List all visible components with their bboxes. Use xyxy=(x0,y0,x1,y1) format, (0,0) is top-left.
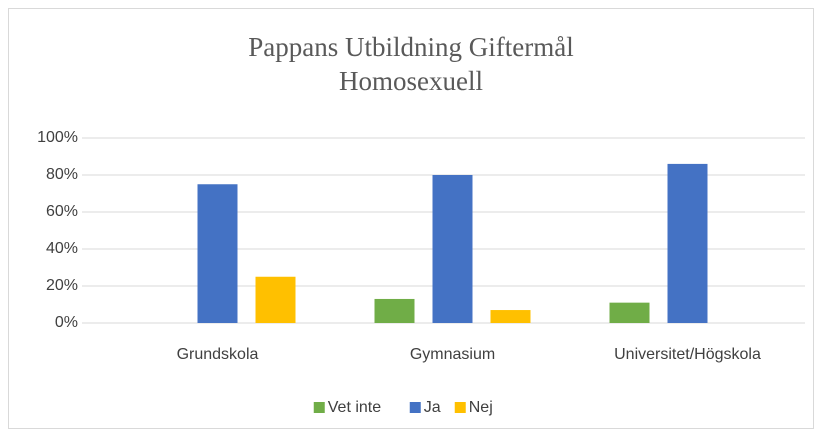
y-tick-label: 80% xyxy=(46,166,78,183)
bar xyxy=(374,298,415,323)
x-tick-label: Universitet/Högskola xyxy=(614,346,761,363)
bar xyxy=(609,302,650,323)
bar xyxy=(667,163,708,323)
bar xyxy=(432,175,473,323)
y-tick-label: 20% xyxy=(46,277,78,294)
legend-swatch xyxy=(454,402,466,413)
y-tick-label: 40% xyxy=(46,240,78,257)
bar xyxy=(255,276,296,323)
legend-label: Nej xyxy=(469,399,493,416)
bar xyxy=(490,310,531,323)
chart-title: Pappans Utbildning Giftermål Homosexuell xyxy=(248,32,574,96)
legend-label: Ja xyxy=(424,399,441,416)
legend-label: Vet inte xyxy=(328,399,381,416)
x-tick-label: Gymnasium xyxy=(410,346,495,363)
legend-swatch xyxy=(313,402,325,413)
legend-swatch xyxy=(409,402,421,413)
y-tick-label: 100% xyxy=(37,129,78,146)
bar xyxy=(197,184,238,323)
x-tick-label: Grundskola xyxy=(177,346,259,363)
y-tick-label: 60% xyxy=(46,203,78,220)
chart-frame xyxy=(8,8,814,429)
y-tick-label: 0% xyxy=(55,314,78,331)
